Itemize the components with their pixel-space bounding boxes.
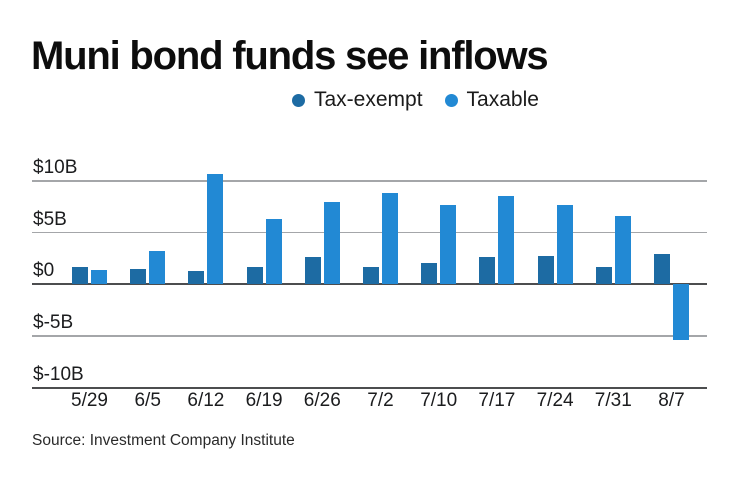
legend-label-taxable: Taxable bbox=[466, 88, 539, 111]
x-axis-tick-label: 7/31 bbox=[594, 390, 632, 411]
x-axis-tick-label: 7/10 bbox=[420, 390, 458, 411]
bar-taxable-6-5 bbox=[149, 251, 166, 285]
gridline bbox=[32, 180, 707, 182]
bar-taxable-7-17 bbox=[498, 196, 515, 285]
bar-tax-exempt-6-26 bbox=[304, 257, 321, 285]
bar-tax-exempt-7-17 bbox=[479, 257, 496, 285]
x-axis-tick-label: 7/17 bbox=[478, 390, 516, 411]
x-axis-tick-label: 7/2 bbox=[367, 390, 394, 411]
bar-taxable-7-31 bbox=[614, 216, 631, 285]
x-axis-tick-label: 6/26 bbox=[303, 390, 341, 411]
x-axis-tick-label: 5/29 bbox=[71, 390, 108, 411]
bar-tax-exempt-8-7 bbox=[654, 254, 670, 285]
legend: Tax-exempt Taxable bbox=[292, 88, 539, 112]
bar-tax-exempt-5-29 bbox=[72, 266, 88, 285]
bar-tax-exempt-7-24 bbox=[537, 256, 554, 285]
legend-label-tax-exempt: Tax-exempt bbox=[314, 88, 423, 111]
bar-taxable-8-7 bbox=[673, 284, 689, 341]
bar-tax-exempt-7-2 bbox=[363, 266, 379, 285]
x-axis-tick-label: 6/5 bbox=[134, 390, 161, 411]
x-axis-tick-label: 6/19 bbox=[245, 390, 283, 411]
chart-title: Muni bond funds see inflows bbox=[31, 34, 549, 78]
x-axis-tick-label: 8/7 bbox=[658, 390, 685, 411]
taxable-dot-icon bbox=[444, 93, 458, 107]
bar-taxable-6-19 bbox=[265, 219, 282, 285]
bar-tax-exempt-6-19 bbox=[246, 266, 263, 285]
y-axis-tick-label: $5B bbox=[33, 208, 67, 230]
zero-axis-line bbox=[32, 283, 707, 286]
bar-taxable-7-2 bbox=[382, 193, 398, 285]
bar-tax-exempt-6-5 bbox=[130, 268, 147, 285]
bar-tax-exempt-7-31 bbox=[595, 266, 612, 285]
bar-taxable-6-12 bbox=[207, 173, 224, 285]
source-note: Source: Investment Company Institute bbox=[32, 432, 295, 449]
bar-tax-exempt-6-12 bbox=[188, 270, 205, 285]
bar-taxable-6-26 bbox=[323, 201, 340, 285]
y-axis-tick-label: $0 bbox=[33, 260, 55, 282]
y-axis-tick-label: $10B bbox=[33, 156, 78, 178]
bar-taxable-5-29 bbox=[91, 269, 107, 285]
gridline bbox=[32, 231, 707, 234]
gridline bbox=[32, 335, 707, 337]
bar-tax-exempt-7-10 bbox=[421, 262, 438, 285]
bar-taxable-7-24 bbox=[556, 204, 573, 285]
legend-item-tax-exempt: Tax-exempt bbox=[292, 88, 423, 112]
y-axis-tick-label: $-5B bbox=[33, 312, 74, 334]
x-axis-tick-label: 6/12 bbox=[187, 390, 225, 411]
x-axis-tick-label: 7/24 bbox=[536, 390, 574, 411]
y-axis-tick-label: $-10B bbox=[33, 363, 84, 385]
bar-taxable-7-10 bbox=[440, 204, 457, 285]
legend-item-taxable: Taxable bbox=[444, 88, 539, 112]
bottom-axis-line bbox=[32, 386, 707, 389]
tax-exempt-dot-icon bbox=[292, 93, 305, 107]
